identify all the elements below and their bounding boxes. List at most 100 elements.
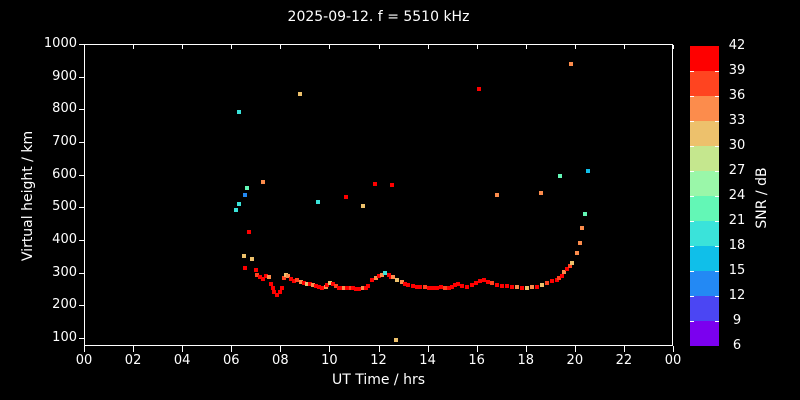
colorbar-tick [715,296,719,297]
y-tick [79,207,84,209]
data-point [295,277,300,282]
data-point [308,281,313,286]
data-point [284,272,289,277]
colorbar-tick [715,221,719,222]
data-point [372,181,377,186]
data-point [278,289,283,294]
plot-area [84,44,673,346]
data-point [455,281,460,286]
data-point [388,274,393,279]
data-point [345,286,350,291]
colorbar-tick-label: 27 [728,163,746,178]
colorbar-tick [715,146,719,147]
data-point [534,284,539,289]
data-point [509,284,514,289]
data-point [476,86,481,91]
data-point [485,279,490,284]
data-point [282,275,287,280]
colorbar-band [690,196,719,221]
colorbar-band [690,221,719,246]
colorbar-tick-label: 39 [728,63,746,78]
data-point [243,265,248,270]
data-point [549,278,554,283]
data-point [557,173,562,178]
data-point [247,229,252,234]
x-tick-top [133,45,135,49]
data-point [538,190,543,195]
y-tick [79,44,84,45]
colorbar-tick [715,246,719,247]
y-tick-label: 700 [52,134,77,150]
colorbar-band [690,121,719,146]
data-point [554,277,559,282]
data-point [339,286,344,291]
data-point [402,281,407,286]
colorbar-axis-label: SNR / dB [754,167,770,229]
data-point [261,179,266,184]
colorbar-tick [715,71,719,72]
data-point [250,256,255,261]
x-tick [231,346,233,352]
data-point [568,61,573,66]
x-tick-label: 20 [566,353,584,368]
data-point [391,274,396,279]
y-tick-label: 100 [52,330,77,346]
x-tick-top [231,45,233,49]
data-point [357,287,362,292]
data-point [569,260,574,265]
data-point [438,284,443,289]
data-point [237,201,242,206]
data-point [348,285,353,290]
data-point [582,211,587,216]
data-point [298,92,303,97]
data-point [269,281,274,286]
x-tick [329,346,331,352]
colorbar-band [690,171,719,196]
data-point [494,192,499,197]
data-point [334,283,339,288]
y-tick-label: 200 [52,297,77,313]
x-tick-top [476,45,478,49]
x-tick-top [427,45,429,49]
data-point [234,207,239,212]
data-point [320,285,325,290]
x-tick-label: 22 [615,353,633,368]
x-tick-label: 12 [370,353,387,368]
colorbar-tick-label: 36 [728,88,746,103]
data-point [354,287,359,292]
colorbar-band [690,246,719,271]
data-point [449,284,454,289]
x-tick-top [673,45,674,49]
x-tick [280,346,282,352]
data-point [264,273,269,278]
colorbar-band [690,271,719,296]
data-point [567,263,572,268]
colorbar-tick-label: 24 [728,188,746,203]
data-point [579,225,584,230]
data-point [242,253,247,258]
data-point [366,283,371,288]
data-point [544,280,549,285]
data-point [299,279,304,284]
x-tick [133,346,135,352]
data-point [442,285,447,290]
data-point [316,199,321,204]
colorbar-tick-label: 21 [728,213,746,228]
x-tick-label: 04 [173,353,191,368]
colorbar-tick [690,246,694,247]
colorbar-tick-label: 18 [728,238,746,253]
x-tick-label: 16 [468,353,485,368]
data-point [272,289,277,294]
colorbar-tick-label: 30 [728,138,746,153]
data-point [577,240,582,245]
data-point [360,203,365,208]
data-point [255,272,260,277]
data-point [394,337,399,342]
colorbar-tick-label: 9 [732,313,742,328]
data-point [481,277,486,282]
data-point [292,278,297,283]
data-point [539,282,544,287]
data-point [564,266,569,271]
x-tick-label: 08 [272,353,289,368]
